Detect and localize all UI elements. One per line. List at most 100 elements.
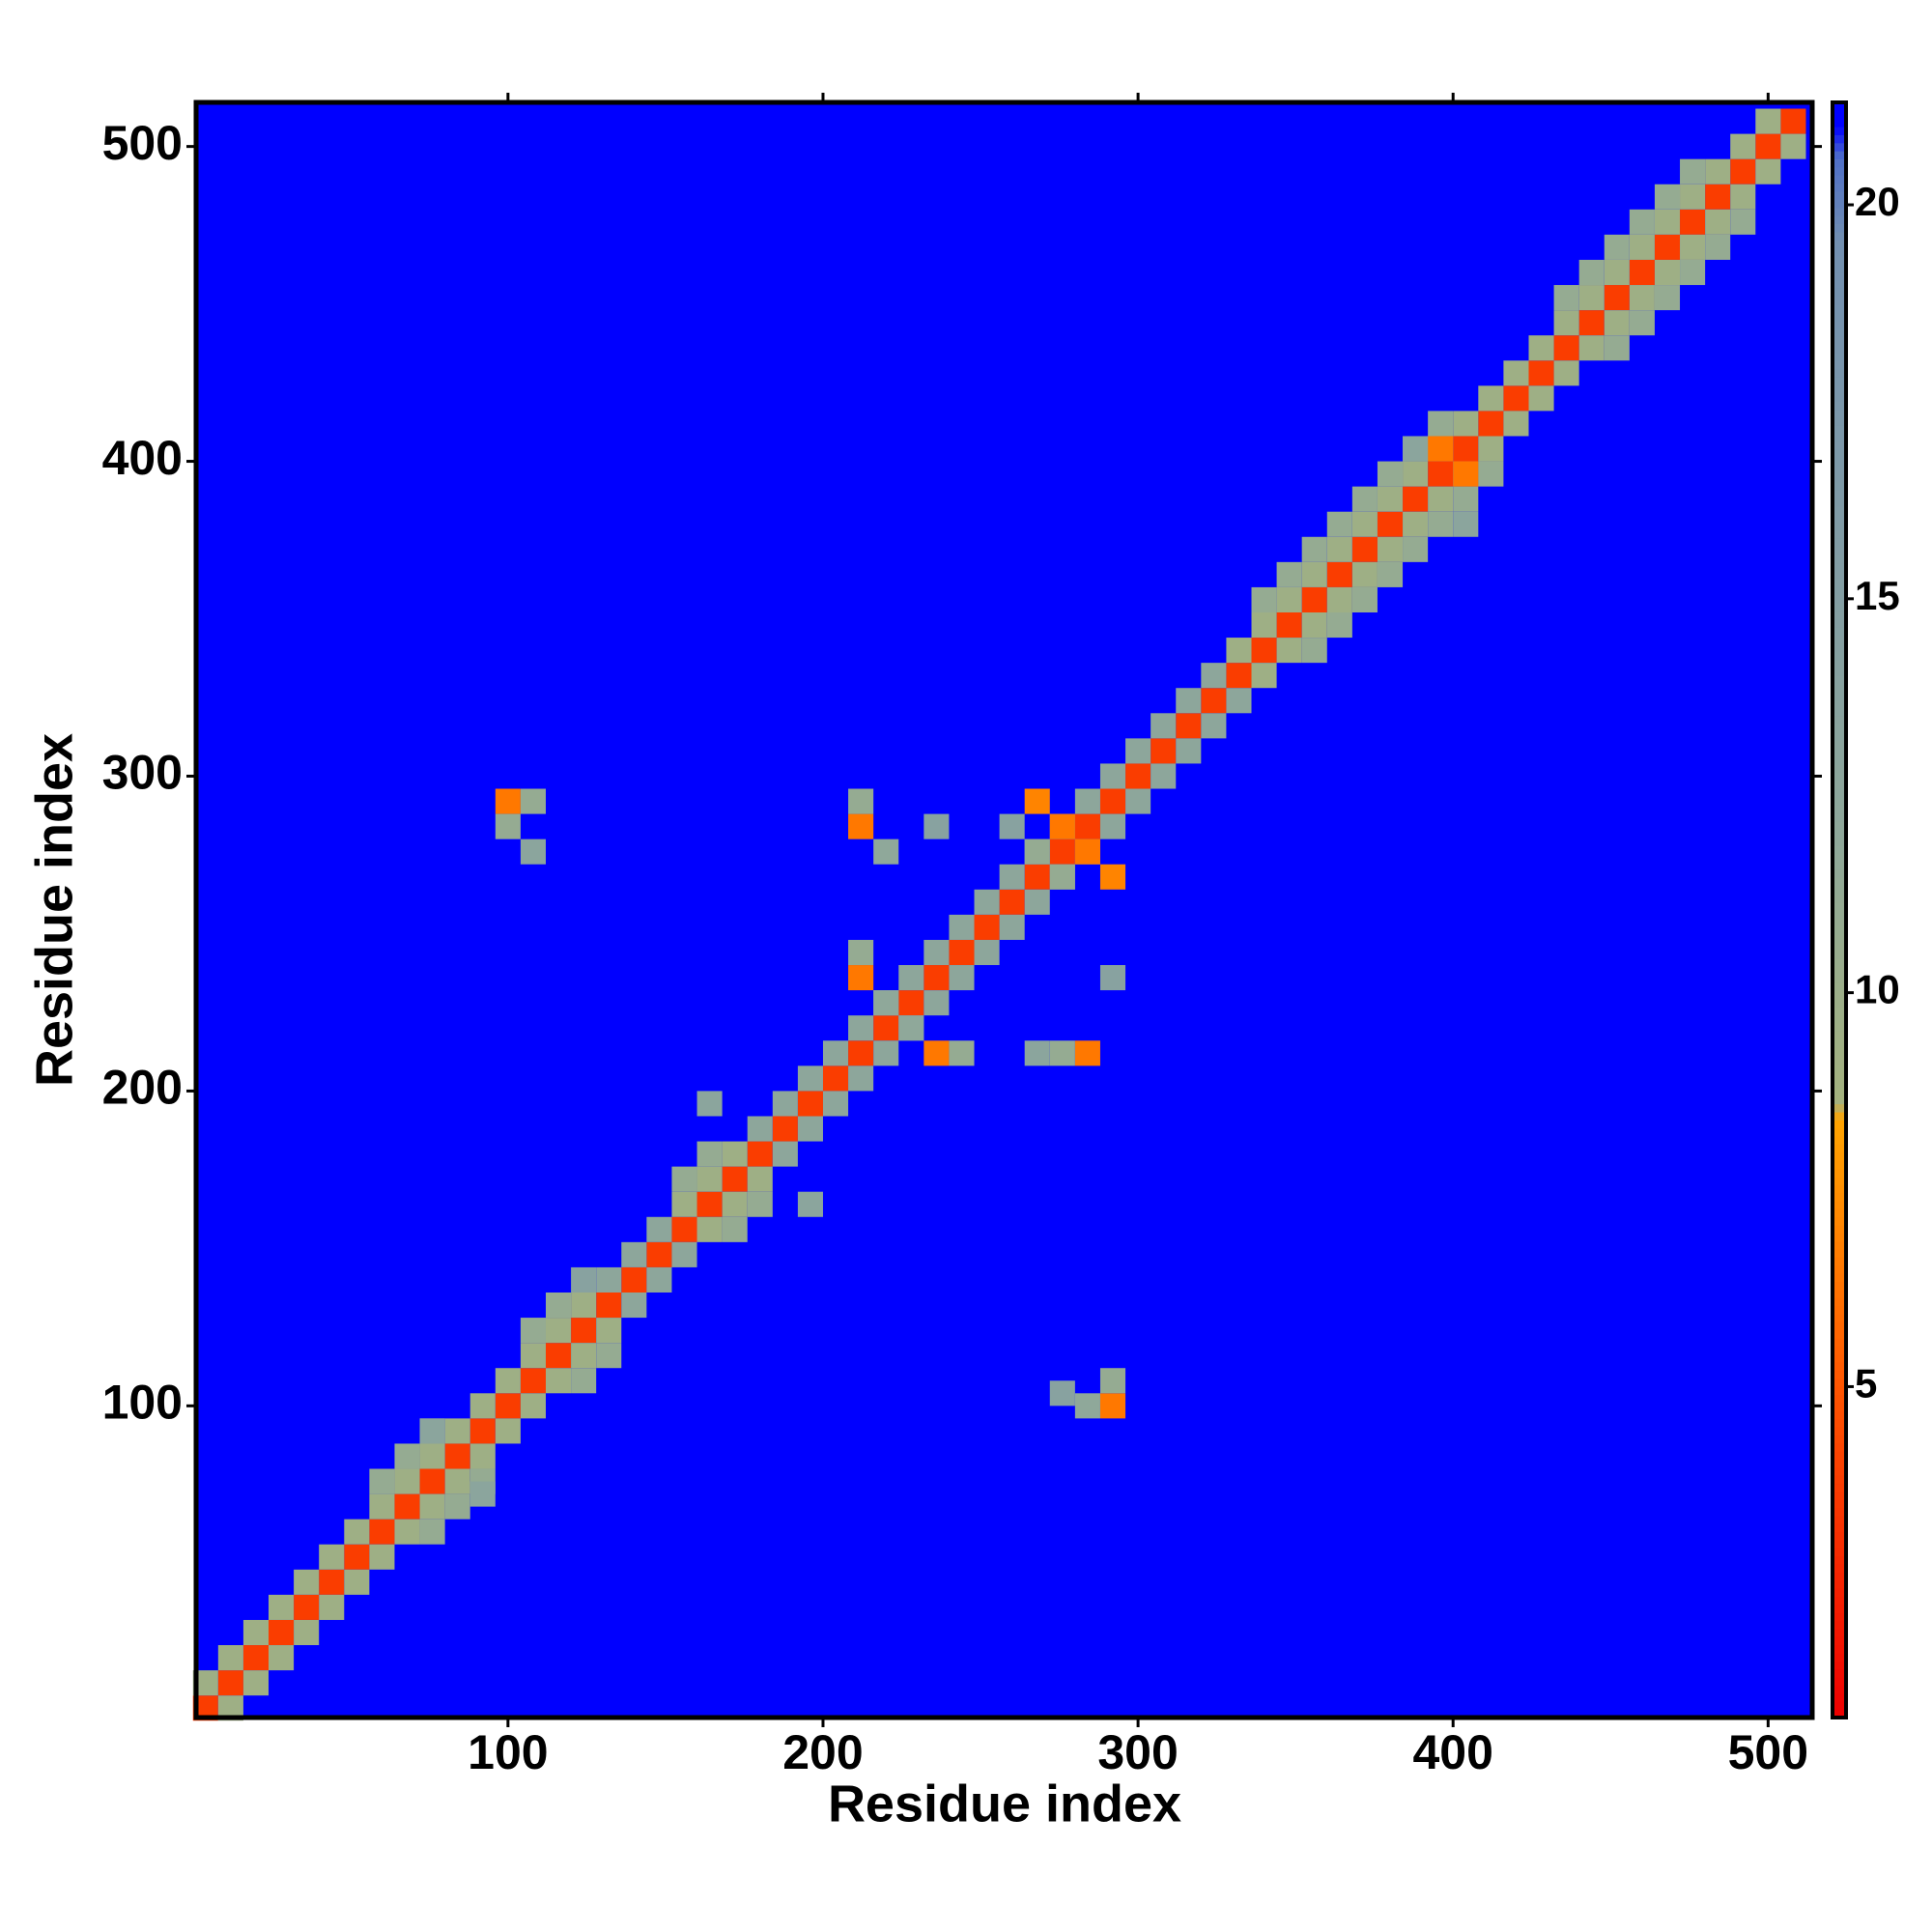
colorbar-segment — [1833, 1071, 1846, 1081]
heat-cell — [520, 1318, 546, 1344]
heat-cell — [621, 1266, 647, 1293]
colorbar-segment — [1833, 1579, 1846, 1589]
heat-cell — [1705, 158, 1731, 185]
colorbar-segment — [1833, 594, 1846, 604]
colorbar-segment — [1833, 683, 1846, 693]
heat-cell — [1453, 411, 1479, 437]
colorbar-segment — [1833, 586, 1846, 596]
heat-cell — [1301, 561, 1327, 587]
heat-cell — [495, 1393, 521, 1419]
heat-cell — [923, 939, 950, 966]
colorbar-segment — [1833, 1604, 1846, 1613]
heat-cell — [999, 914, 1025, 940]
heat-cell — [319, 1569, 345, 1595]
colorbar-segment — [1833, 1612, 1846, 1622]
colorbar-segment — [1833, 1103, 1846, 1113]
colorbar-segment — [1833, 910, 1846, 919]
colorbar-segment — [1833, 1499, 1846, 1509]
colorbar-segment — [1833, 231, 1846, 241]
colorbar-segment — [1833, 134, 1846, 144]
heat-cell — [1629, 310, 1655, 336]
colorbar-segment — [1833, 1596, 1846, 1605]
heat-cell — [797, 1116, 823, 1142]
heat-cell — [242, 1670, 270, 1696]
x-tick-label: 500 — [1728, 1725, 1808, 1779]
heat-cell — [1351, 536, 1378, 562]
x-tick-label: 100 — [468, 1725, 548, 1779]
heat-cell — [772, 1091, 798, 1117]
heat-cell — [696, 1191, 723, 1217]
heat-cell — [1578, 310, 1605, 336]
y-tick-label: 200 — [102, 1061, 183, 1115]
heat-cell — [596, 1266, 622, 1293]
colorbar-segment — [1833, 1273, 1846, 1283]
heat-cell — [1226, 688, 1252, 714]
heat-cell — [1099, 965, 1126, 991]
heat-cell — [671, 1191, 697, 1217]
heat-cell — [1730, 209, 1756, 235]
heat-cell — [1428, 461, 1454, 487]
heat-cell — [1176, 738, 1202, 764]
heat-cell — [923, 1040, 950, 1066]
y-tick-label: 400 — [102, 431, 183, 485]
colorbar-segment — [1833, 724, 1846, 733]
colorbar-segment — [1833, 1523, 1846, 1533]
colorbar-segment — [1833, 894, 1846, 903]
colorbar-segment — [1833, 974, 1846, 983]
colorbar-segment — [1833, 772, 1846, 781]
colorbar-segment — [1833, 1555, 1846, 1565]
heat-cell — [1680, 234, 1706, 260]
colorbar-segment — [1833, 433, 1846, 442]
heat-cell — [1604, 234, 1630, 260]
colorbar-segment — [1833, 821, 1846, 830]
colorbar-segment — [1833, 271, 1846, 281]
colorbar-segment — [1833, 643, 1846, 652]
heat-cell — [1478, 411, 1504, 437]
heat-cell — [269, 1594, 295, 1620]
colorbar-segment — [1833, 1112, 1846, 1121]
heat-cell — [671, 1216, 697, 1242]
colorbar-segment — [1833, 1701, 1846, 1711]
heat-cell — [495, 1368, 521, 1394]
heat-cell — [1049, 1380, 1075, 1406]
colorbar-segment — [1833, 1459, 1846, 1468]
colorbar-segment — [1833, 861, 1846, 870]
heat-cell — [1351, 561, 1378, 587]
colorbar-segment — [1833, 1540, 1846, 1548]
heat-cell — [747, 1166, 773, 1192]
heat-cell — [1125, 738, 1151, 764]
heat-cell — [1276, 638, 1302, 664]
heat-cell — [797, 1065, 823, 1092]
colorbar-segment — [1833, 934, 1846, 943]
heat-cell — [1326, 612, 1352, 639]
heat-cell — [822, 1091, 849, 1117]
colorbar-segment — [1833, 869, 1846, 879]
colorbar-segment — [1833, 166, 1846, 176]
heat-cell — [344, 1519, 370, 1545]
colorbar-segment — [1833, 1200, 1846, 1209]
colorbar-segment — [1833, 1264, 1846, 1274]
colorbar-segment — [1833, 296, 1846, 305]
heat-cell — [1578, 259, 1605, 286]
heat-cell — [1125, 763, 1151, 789]
heat-cell — [898, 1015, 924, 1041]
heat-cell — [1125, 788, 1151, 814]
heat-cell — [520, 1368, 546, 1394]
heat-cell — [294, 1619, 320, 1646]
heat-cell — [469, 1443, 496, 1469]
colorbar-segment — [1833, 1281, 1846, 1291]
colorbar-segment — [1833, 255, 1846, 265]
colorbar-segment — [1833, 368, 1846, 378]
colorbar-segment — [1833, 1087, 1846, 1096]
colorbar-segment — [1833, 619, 1846, 628]
colorbar-segment — [1833, 1668, 1846, 1678]
colorbar-segment — [1833, 1451, 1846, 1460]
colorbar-segment — [1833, 457, 1846, 467]
heat-cell — [923, 813, 950, 839]
colorbar-segment — [1833, 1475, 1846, 1485]
heat-cell — [369, 1493, 395, 1520]
colorbar-segment — [1833, 716, 1846, 725]
colorbar-segment — [1833, 1127, 1846, 1137]
heat-cell — [419, 1519, 445, 1545]
heat-cell — [747, 1191, 773, 1217]
